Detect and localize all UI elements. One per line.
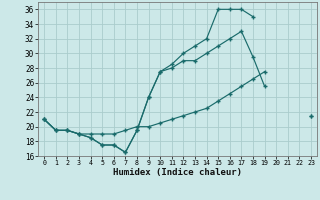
X-axis label: Humidex (Indice chaleur): Humidex (Indice chaleur) — [113, 168, 242, 177]
